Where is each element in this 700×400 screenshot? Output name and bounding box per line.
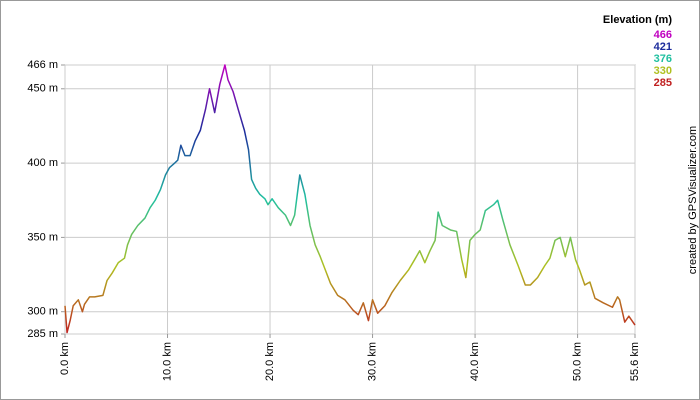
y-tick-label: 350 m (27, 231, 58, 243)
legend-value: 330 (654, 65, 672, 77)
legend-value: 285 (654, 77, 672, 89)
x-tick-label: 50.0 km (571, 342, 583, 381)
y-tick-label: 400 m (27, 157, 58, 169)
y-tick-label: 300 m (27, 306, 58, 318)
x-tick-label: 10.0 km (161, 342, 173, 381)
x-tick-label: 30.0 km (366, 342, 378, 381)
x-tick-label: 55.6 km (629, 342, 641, 381)
plot-area (64, 64, 636, 335)
x-tick-label: 40.0 km (469, 342, 481, 381)
y-tick-label: 450 m (27, 83, 58, 95)
legend-value: 421 (654, 41, 672, 53)
x-tick-label: 0.0 km (59, 342, 71, 375)
y-tick-label: 466 m (27, 59, 58, 71)
elevation-line (64, 64, 636, 334)
x-tick-label: 20.0 km (264, 342, 276, 381)
credit: created by GPSVisualizer.com (687, 126, 699, 274)
legend-title: Elevation (m) (603, 14, 672, 26)
legend-value: 376 (654, 53, 672, 65)
legend-value: 466 (654, 29, 672, 41)
y-tick-label: 285 m (27, 328, 58, 340)
